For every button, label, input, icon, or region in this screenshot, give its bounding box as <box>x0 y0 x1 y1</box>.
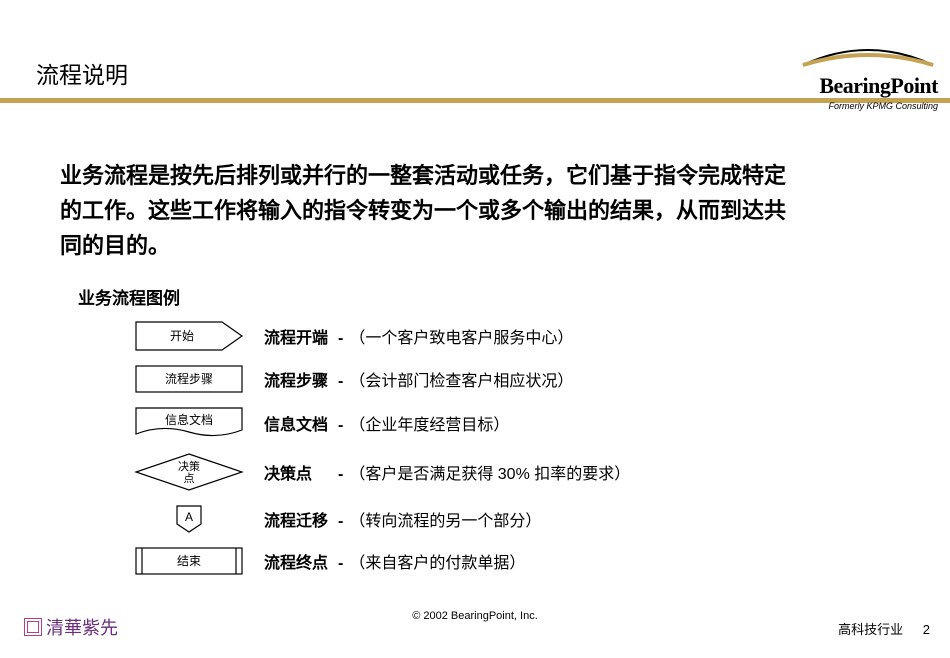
legend-row: 开始 流程开端 - （一个客户致电客户服务中心） <box>114 320 814 352</box>
svg-text:A: A <box>185 510 193 524</box>
footer-left-text: 清華紫先 <box>46 614 118 640</box>
legend-label: 决策点 <box>264 460 332 484</box>
legend-text: （来自客户的付款单据） <box>349 549 525 573</box>
footer: © 2002 BearingPoint, Inc. 高科技行业 2 清華紫先 <box>0 606 950 646</box>
shape-document: 信息文档 <box>114 406 264 440</box>
legend-text: （客户是否满足获得 30% 扣率的要求） <box>349 460 630 484</box>
logo-subtext: Formerly KPMG Consulting <box>798 101 938 111</box>
shape-end: 结束 <box>114 546 264 576</box>
shape-decision: 决策 点 <box>114 452 264 492</box>
copyright: © 2002 BearingPoint, Inc. <box>412 610 538 622</box>
svg-text:开始: 开始 <box>170 329 194 343</box>
logo-text: BearingPoint <box>798 73 938 99</box>
shape-process: 流程步骤 <box>114 364 264 394</box>
legend-text: （转向流程的另一个部分） <box>349 507 541 531</box>
legend-sep: - <box>338 513 343 531</box>
legend-sep: - <box>338 330 343 348</box>
legend-row: 流程步骤 流程步骤 - （会计部门检查客户相应状况） <box>114 364 814 394</box>
footer-left-icon <box>24 618 42 636</box>
legend-label: 流程终点 <box>264 549 332 573</box>
legend-label: 流程步骤 <box>264 367 332 391</box>
legend-sep: - <box>338 555 343 573</box>
logo-arc-icon <box>798 40 938 70</box>
footer-left-logo: 清華紫先 <box>24 614 118 640</box>
page-title: 流程说明 <box>36 56 128 90</box>
legend-text: （一个客户致电客户服务中心） <box>349 324 573 348</box>
legend-row: 决策 点 决策点 - （客户是否满足获得 30% 扣率的要求） <box>114 452 814 492</box>
legend-title: 业务流程图例 <box>78 284 180 309</box>
svg-text:点: 点 <box>184 472 195 485</box>
svg-text:信息文档: 信息文档 <box>165 412 213 427</box>
shape-connector: A <box>114 504 264 534</box>
logo: BearingPoint Formerly KPMG Consulting <box>798 40 938 111</box>
legend-row: 结束 流程终点 - （来自客户的付款单据） <box>114 546 814 576</box>
shape-start: 开始 <box>114 320 264 352</box>
svg-text:决策: 决策 <box>178 459 200 473</box>
header: 流程说明 BearingPoint Formerly KPMG Consulti… <box>0 0 950 120</box>
legend-label: 信息文档 <box>264 411 332 435</box>
legend-text: （会计部门检查客户相应状况） <box>349 367 573 391</box>
legend-label: 流程开端 <box>264 324 332 348</box>
legend-sep: - <box>338 373 343 391</box>
legend-row: A 流程迁移 - （转向流程的另一个部分） <box>114 504 814 534</box>
legend-area: 开始 流程开端 - （一个客户致电客户服务中心） 流程步骤 流程步骤 - （会计… <box>114 320 814 588</box>
svg-text:流程步骤: 流程步骤 <box>165 371 213 386</box>
legend-row: 信息文档 信息文档 - （企业年度经营目标） <box>114 406 814 440</box>
legend-text: （企业年度经营目标） <box>349 411 509 435</box>
svg-text:结束: 结束 <box>177 554 201 568</box>
legend-sep: - <box>338 417 343 435</box>
legend-sep: - <box>338 466 343 484</box>
legend-label: 流程迁移 <box>264 507 332 531</box>
footer-category: 高科技行业 <box>838 622 903 637</box>
body-paragraph: 业务流程是按先后排列或并行的一整套活动或任务，它们基于指令完成特定的工作。这些工… <box>60 158 790 264</box>
footer-right: 高科技行业 2 <box>838 619 930 638</box>
page-number: 2 <box>923 622 930 637</box>
